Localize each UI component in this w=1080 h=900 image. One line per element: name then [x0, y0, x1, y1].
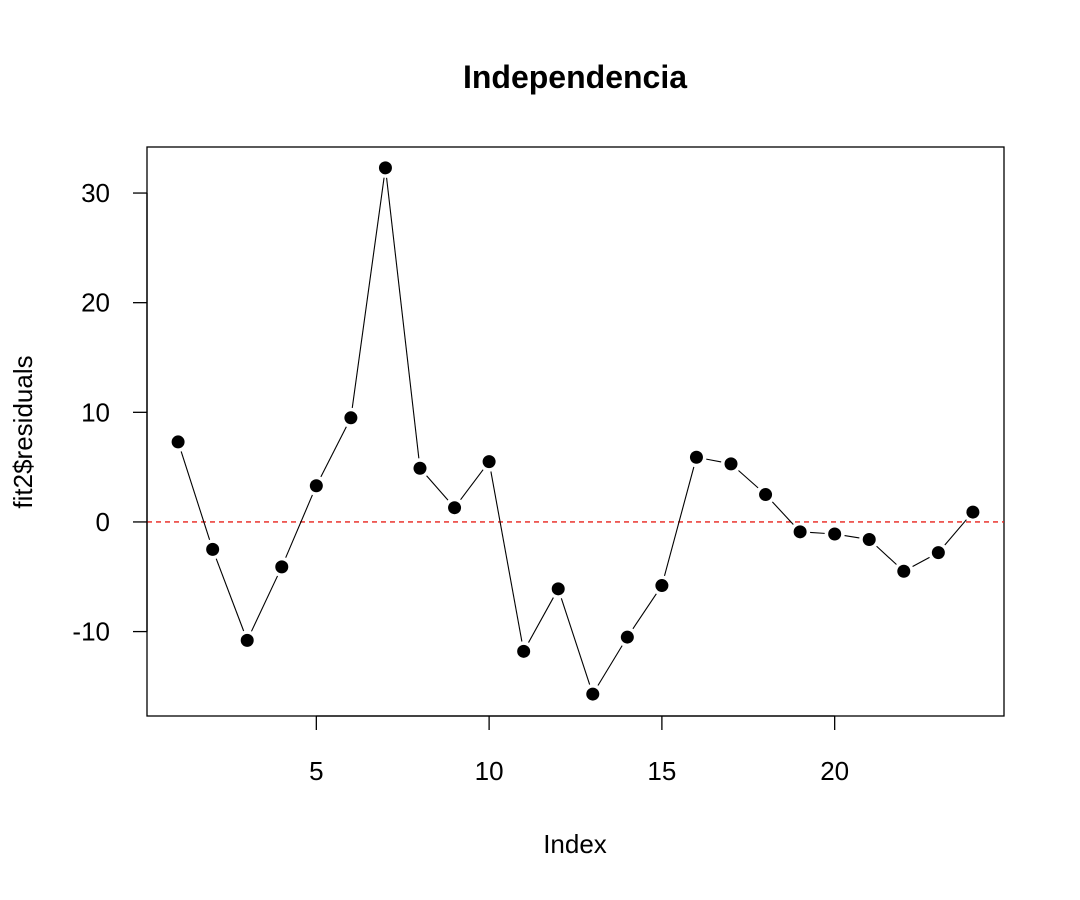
data-point — [171, 435, 185, 449]
series-segment — [632, 593, 657, 630]
plot-area — [146, 146, 1005, 717]
data-point — [309, 479, 323, 493]
series-segment — [944, 519, 967, 546]
series-segment — [460, 469, 484, 501]
series-segment — [706, 458, 722, 463]
series-segment — [250, 575, 279, 632]
series-line-layer — [180, 177, 967, 686]
series-segment — [560, 598, 591, 685]
data-point — [931, 546, 945, 560]
series-segment — [738, 470, 759, 489]
data-point — [551, 582, 565, 596]
chart-title: Independencia — [463, 59, 687, 95]
series-segment — [844, 535, 860, 539]
x-axis-label: Index — [543, 829, 607, 859]
series-segment — [426, 475, 449, 501]
data-point — [828, 527, 842, 541]
data-point — [206, 542, 220, 556]
data-point — [240, 633, 254, 647]
series-segment — [810, 531, 825, 534]
y-axis: -10 0 10 20 30 — [72, 178, 148, 647]
data-point — [724, 457, 738, 471]
data-point — [862, 532, 876, 546]
y-tick-label: -10 — [72, 617, 110, 647]
data-point — [448, 501, 462, 515]
data-point — [378, 161, 392, 175]
series-segment — [320, 426, 347, 478]
series-segment — [528, 597, 554, 643]
data-point — [275, 560, 289, 574]
data-point — [620, 630, 634, 644]
data-point — [586, 687, 600, 701]
data-point — [966, 505, 980, 519]
data-point — [759, 488, 773, 502]
series-segment — [285, 494, 313, 558]
series-segment — [351, 177, 385, 408]
series-segment — [771, 501, 794, 525]
y-axis-label: fit2$residuals — [8, 355, 38, 508]
series-segment — [180, 451, 211, 541]
series-segment — [597, 645, 623, 686]
data-point — [482, 455, 496, 469]
data-point — [793, 525, 807, 539]
data-point — [689, 450, 703, 464]
series-segment — [912, 556, 930, 568]
y-tick-label: 20 — [81, 288, 110, 318]
x-tick-label: 20 — [820, 756, 849, 786]
data-point-layer — [171, 161, 980, 701]
data-point — [655, 579, 669, 593]
series-segment — [490, 471, 523, 642]
x-tick-label: 15 — [647, 756, 676, 786]
series-segment — [215, 558, 245, 632]
data-point — [517, 644, 531, 658]
series-segment — [386, 177, 420, 459]
series-segment — [876, 545, 897, 565]
data-point — [344, 411, 358, 425]
y-tick-label: 10 — [81, 397, 110, 427]
data-point — [413, 461, 427, 475]
x-tick-label: 10 — [475, 756, 504, 786]
data-point — [897, 564, 911, 578]
x-tick-label: 5 — [309, 756, 323, 786]
x-axis: 5 10 15 20 — [309, 715, 849, 786]
y-tick-label: 30 — [81, 178, 110, 208]
series-segment — [663, 466, 695, 577]
y-tick-label: 0 — [96, 507, 110, 537]
